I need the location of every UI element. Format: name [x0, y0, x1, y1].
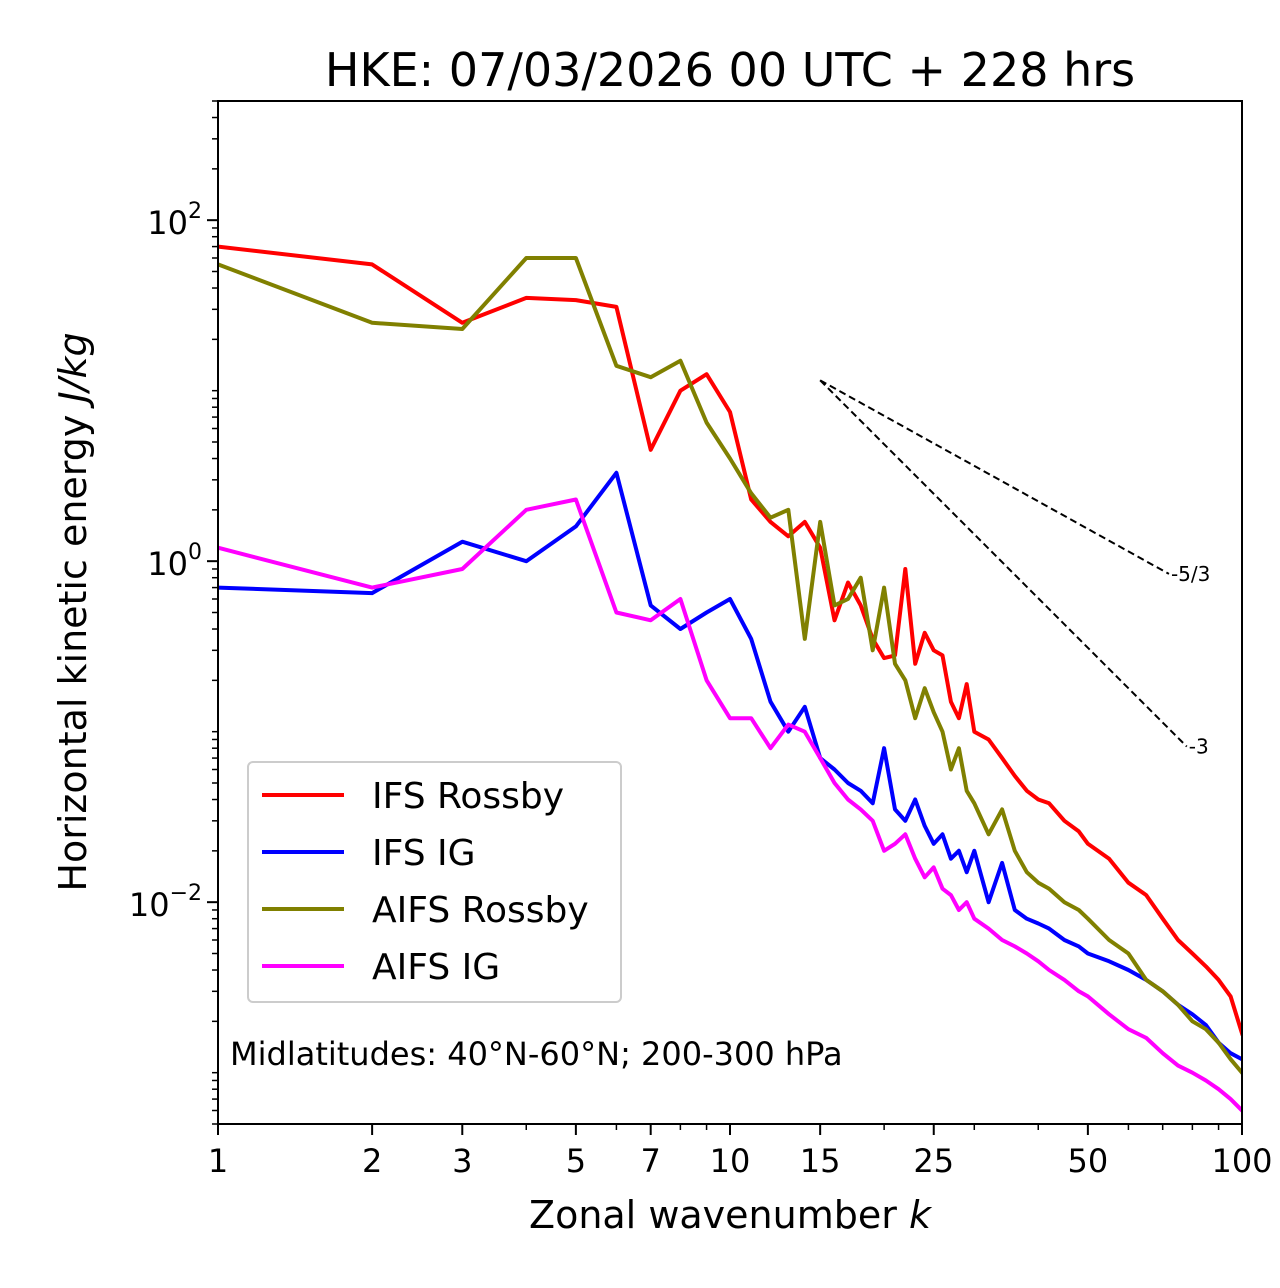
y-axis-label: Horizontal kinetic energy J/kg	[51, 332, 95, 891]
x-tick-label: 25	[913, 1142, 954, 1180]
series-line-ifs-rossby	[218, 244, 1242, 1036]
x-axis-label: Zonal wavenumber k	[529, 1193, 933, 1237]
reference-lines	[819, 379, 1188, 748]
reference-line-label-1: -5/3	[1171, 562, 1210, 586]
y-tick-label: 100	[147, 540, 202, 583]
x-tick-label: 5	[566, 1142, 586, 1180]
x-axis-ticks: 1 2 3 5 7 10 15 25 50 100	[208, 1124, 1273, 1180]
legend: IFS Rossby IFS IG AIFS Rossby AIFS IG	[247, 761, 622, 1003]
reference-line-slope-1	[819, 379, 1170, 575]
x-axis-label-var: k	[909, 1193, 933, 1237]
x-tick-label: 7	[641, 1142, 661, 1180]
legend-frame	[247, 761, 622, 1003]
x-tick-label: 3	[452, 1142, 472, 1180]
y-tick-label: 102	[147, 199, 202, 242]
y-axis-ticks: 10−2 100 102	[129, 100, 218, 1125]
series-line-aifs-rossby	[218, 256, 1242, 1076]
region-annotation: Midlatitudes: 40°N-60°N; 200-300 hPa	[230, 1035, 843, 1073]
series-line-ifs-ig	[218, 470, 1242, 1062]
x-tick-label: 50	[1068, 1142, 1109, 1180]
legend-label-aifs-ig: AIFS IG	[372, 947, 500, 988]
x-tick-label: 1	[208, 1142, 228, 1180]
legend-label-ifs-ig: IFS IG	[372, 833, 476, 874]
chart-title: HKE: 07/03/2026 00 UTC + 228 hrs	[325, 43, 1135, 97]
x-tick-label: 10	[710, 1142, 751, 1180]
legend-label-aifs-rossby: AIFS Rossby	[372, 890, 589, 931]
y-tick-label: 10−2	[129, 881, 202, 924]
x-tick-label: 15	[800, 1142, 841, 1180]
reference-line-label-2: -3	[1189, 735, 1209, 759]
y-axis-label-text: Horizontal kinetic energy	[51, 415, 95, 892]
x-tick-label: 2	[362, 1142, 382, 1180]
x-axis-label-text: Zonal wavenumber	[529, 1193, 897, 1237]
legend-label-ifs-rossby: IFS Rossby	[372, 776, 564, 817]
series-layer	[218, 244, 1242, 1114]
series-line-aifs-ig	[218, 497, 1242, 1114]
x-tick-label: 100	[1211, 1142, 1272, 1180]
y-axis-label-units: J/kg	[51, 332, 95, 409]
reference-line-slope-2	[819, 379, 1188, 748]
